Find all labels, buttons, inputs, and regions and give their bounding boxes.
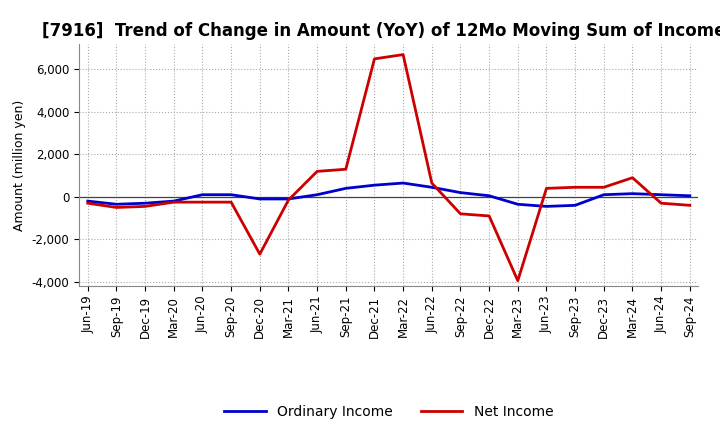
Net Income bbox=[227, 199, 235, 205]
Net Income bbox=[341, 167, 350, 172]
Net Income bbox=[198, 199, 207, 205]
Ordinary Income bbox=[657, 192, 665, 198]
Ordinary Income bbox=[370, 183, 379, 188]
Ordinary Income bbox=[284, 196, 293, 202]
Net Income bbox=[513, 278, 522, 283]
Ordinary Income bbox=[600, 192, 608, 198]
Net Income bbox=[256, 252, 264, 257]
Net Income bbox=[685, 203, 694, 208]
Ordinary Income bbox=[485, 193, 493, 198]
Ordinary Income bbox=[456, 190, 465, 195]
Net Income bbox=[571, 185, 580, 190]
Ordinary Income bbox=[84, 198, 92, 204]
Net Income bbox=[485, 213, 493, 219]
Net Income bbox=[169, 199, 178, 205]
Net Income bbox=[542, 186, 551, 191]
Ordinary Income bbox=[141, 201, 150, 206]
Line: Net Income: Net Income bbox=[88, 55, 690, 281]
Ordinary Income bbox=[399, 180, 408, 186]
Net Income bbox=[370, 56, 379, 62]
Ordinary Income bbox=[112, 202, 121, 207]
Ordinary Income bbox=[428, 185, 436, 190]
Net Income bbox=[600, 185, 608, 190]
Ordinary Income bbox=[312, 192, 321, 198]
Net Income bbox=[312, 169, 321, 174]
Net Income bbox=[112, 205, 121, 210]
Y-axis label: Amount (million yen): Amount (million yen) bbox=[13, 99, 26, 231]
Ordinary Income bbox=[256, 196, 264, 202]
Ordinary Income bbox=[571, 203, 580, 208]
Legend: Ordinary Income, Net Income: Ordinary Income, Net Income bbox=[219, 399, 559, 424]
Net Income bbox=[628, 175, 636, 180]
Ordinary Income bbox=[169, 198, 178, 204]
Line: Ordinary Income: Ordinary Income bbox=[88, 183, 690, 206]
Ordinary Income bbox=[513, 202, 522, 207]
Net Income bbox=[456, 211, 465, 216]
Net Income bbox=[84, 201, 92, 206]
Ordinary Income bbox=[685, 193, 694, 198]
Net Income bbox=[657, 201, 665, 206]
Ordinary Income bbox=[542, 204, 551, 209]
Ordinary Income bbox=[198, 192, 207, 198]
Ordinary Income bbox=[227, 192, 235, 198]
Net Income bbox=[428, 180, 436, 186]
Net Income bbox=[284, 198, 293, 203]
Ordinary Income bbox=[628, 191, 636, 196]
Ordinary Income bbox=[341, 186, 350, 191]
Title: [7916]  Trend of Change in Amount (YoY) of 12Mo Moving Sum of Incomes: [7916] Trend of Change in Amount (YoY) o… bbox=[42, 22, 720, 40]
Net Income bbox=[399, 52, 408, 57]
Net Income bbox=[141, 204, 150, 209]
